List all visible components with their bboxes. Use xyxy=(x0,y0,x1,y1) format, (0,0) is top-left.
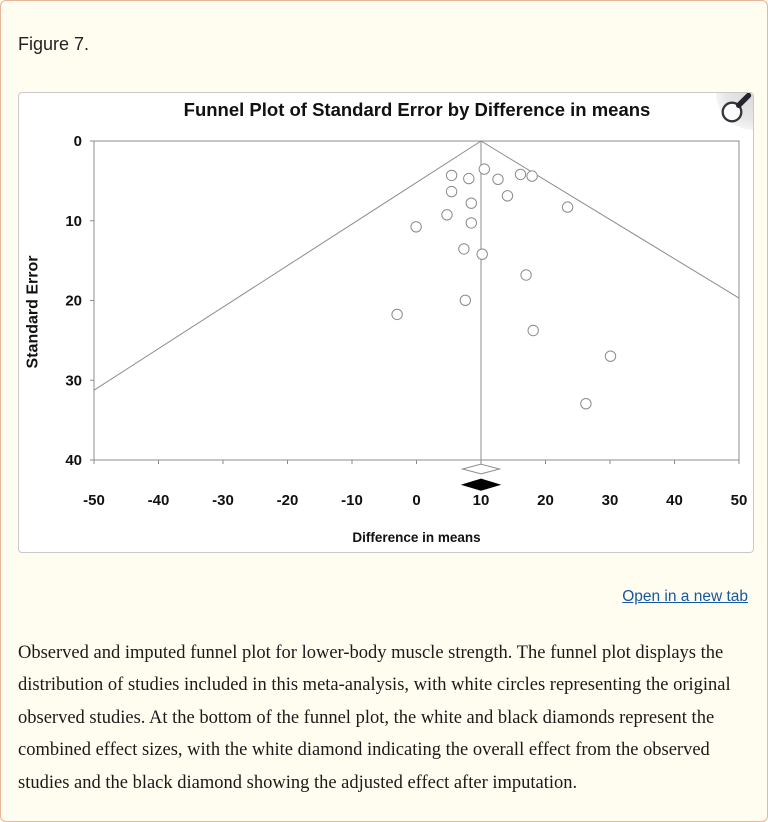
svg-text:-20: -20 xyxy=(277,492,299,509)
svg-text:20: 20 xyxy=(537,492,554,509)
svg-text:40: 40 xyxy=(65,452,82,469)
svg-text:-40: -40 xyxy=(148,492,170,509)
svg-text:30: 30 xyxy=(602,492,619,509)
svg-text:-50: -50 xyxy=(83,492,105,509)
svg-text:10: 10 xyxy=(65,213,82,230)
svg-text:0: 0 xyxy=(74,133,82,150)
svg-text:-10: -10 xyxy=(341,492,363,509)
svg-text:Funnel Plot of Standard Error: Funnel Plot of Standard Error by Differe… xyxy=(184,99,651,120)
svg-text:40: 40 xyxy=(666,492,683,509)
svg-text:Standard Error: Standard Error xyxy=(25,256,42,369)
svg-text:10: 10 xyxy=(473,492,490,509)
svg-text:50: 50 xyxy=(731,492,748,509)
svg-text:20: 20 xyxy=(65,293,82,310)
svg-text:-30: -30 xyxy=(212,492,234,509)
svg-text:0: 0 xyxy=(412,492,420,509)
svg-text:Difference in means: Difference in means xyxy=(352,530,480,545)
svg-text:30: 30 xyxy=(65,372,82,389)
